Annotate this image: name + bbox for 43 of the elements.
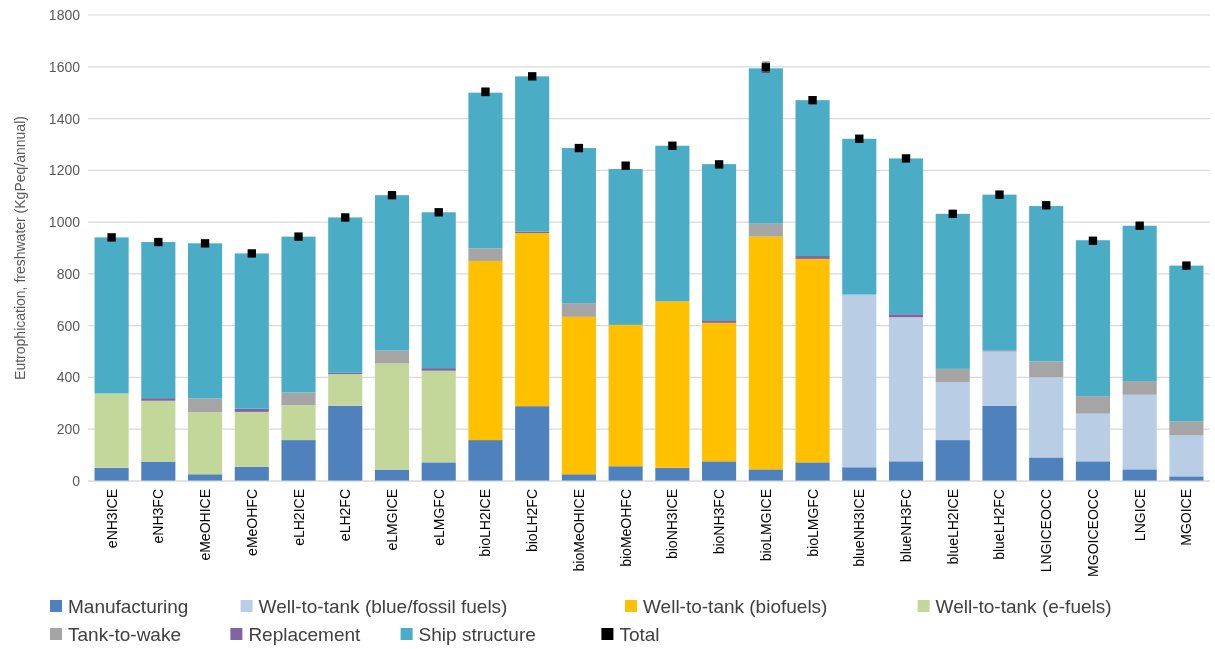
x-tick-label: MGOICEOCC (1084, 489, 1101, 577)
y-tick-label: 1600 (48, 58, 81, 75)
legend-label: Manufacturing (68, 595, 189, 617)
y-tick-label: 400 (56, 369, 81, 386)
x-tick-label: bioMeOHICE (570, 489, 587, 572)
y-tick-label: 1800 (48, 7, 81, 23)
y-axis-title: Eutrophication, freshwater (KgPeq/annual) (12, 116, 28, 380)
x-tick-label: blueNH3ICE (851, 489, 868, 567)
y-tick-label: 1400 (48, 110, 81, 127)
y-tick-label: 600 (56, 317, 81, 334)
x-tick-label: eLMGFC (430, 489, 447, 546)
legend-label: Well-to-tank (e-fuels) (935, 595, 1112, 617)
legend-label: Well-to-tank (biofuels) (643, 595, 828, 617)
x-tick-label: eMeOHICE (197, 489, 214, 561)
x-tick-label: eLH2FC (337, 489, 354, 542)
x-tick-label: MGOICE (1178, 489, 1195, 546)
legend-label: Ship structure (418, 623, 536, 645)
x-tick-label: eNH3ICE (103, 489, 120, 549)
x-tick-label: bioLMGICE (757, 489, 774, 562)
y-tick-label: 800 (56, 265, 81, 282)
y-tick-label: 0 (72, 473, 81, 489)
legend-label: Replacement (248, 623, 362, 645)
y-tick-label: 200 (56, 421, 81, 438)
y-tick-label: 1000 (48, 214, 81, 231)
x-tick-label: LNGICEOCC (1038, 489, 1055, 573)
x-tick-label: blueNH3FC (898, 489, 915, 563)
y-tick-label: 1200 (48, 162, 81, 179)
legend-label: Total (619, 623, 660, 645)
x-tick-label: eLMGICE (383, 489, 400, 551)
x-tick-label: bioNH3FC (711, 489, 728, 555)
x-tick-label: bioLMGFC (804, 489, 821, 557)
x-tick-label: eLH2ICE (290, 489, 307, 546)
x-tick-label: eMeOHFC (243, 489, 260, 556)
x-tick-label: eNH3FC (150, 489, 167, 544)
x-tick-label: LNGICE (1131, 489, 1148, 542)
x-tick-label: bioMeOHFC (617, 489, 634, 567)
x-tick-label: bioNH3ICE (664, 489, 681, 560)
x-tick-label: bioLH2ICE (477, 489, 494, 557)
x-tick-label: blueLH2ICE (944, 489, 961, 565)
legend-label: Tank-to-wake (68, 623, 181, 645)
x-tick-label: blueLH2FC (991, 489, 1008, 560)
legend-label: Well-to-tank (blue/fossil fuels) (258, 595, 508, 617)
x-tick-label: bioLH2FC (524, 489, 541, 553)
